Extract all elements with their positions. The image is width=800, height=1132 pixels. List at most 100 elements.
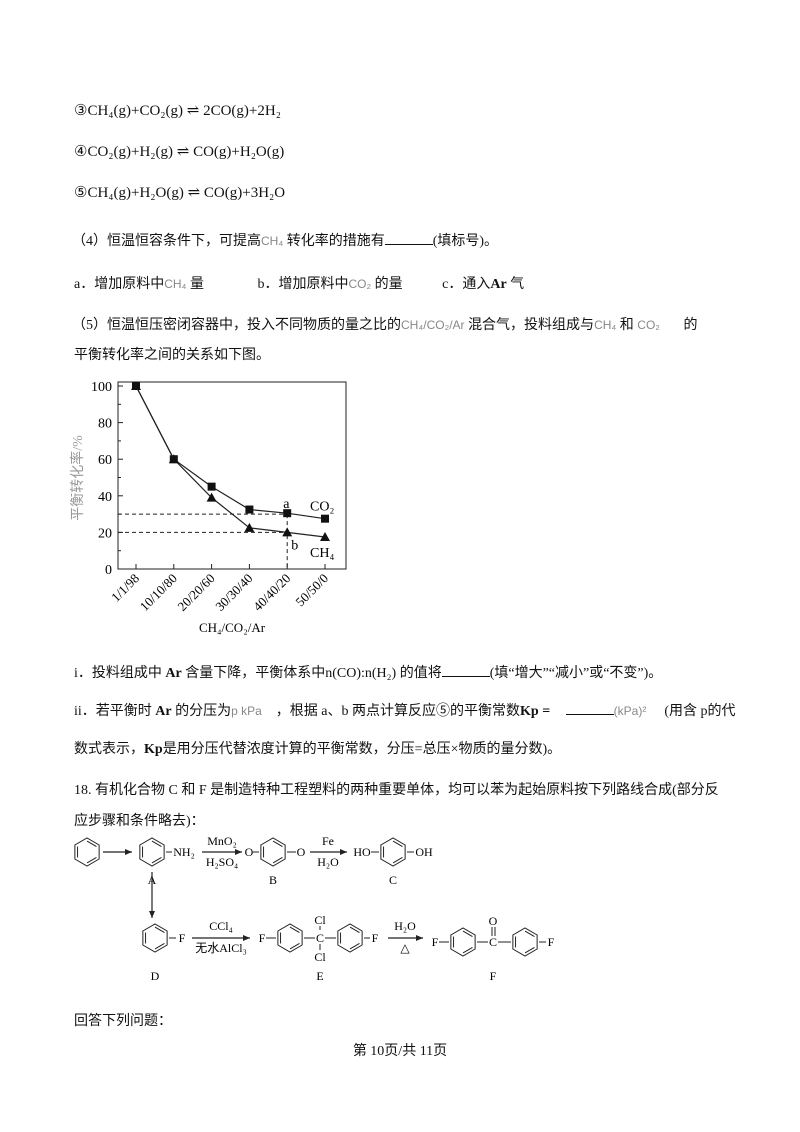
benzene-ring-icon bbox=[337, 923, 363, 953]
arrowhead-icon bbox=[149, 911, 155, 918]
reagent-ccl4: CCl₄ bbox=[209, 919, 233, 933]
arrowhead-icon bbox=[243, 935, 250, 941]
reagent-h2o: H₂O bbox=[394, 919, 416, 933]
y-tick-label: 80 bbox=[98, 417, 112, 432]
text: 气 bbox=[506, 277, 525, 292]
hydroxyl-group: HO bbox=[353, 845, 371, 859]
double-bond bbox=[86, 857, 97, 864]
square-marker bbox=[245, 505, 254, 514]
y-tick-label: 20 bbox=[98, 526, 112, 541]
arrowhead-icon bbox=[125, 849, 132, 855]
kp-symbol: Kp bbox=[144, 742, 163, 757]
reagent-alcl3: 无水AlCl₃ bbox=[195, 941, 247, 955]
text: ，根据 a、b 两点计算反应⑤的平衡常数 bbox=[275, 704, 521, 719]
sub-question-ii: ii．若平衡时 Ar 的分压为p kPa ，根据 a、b 两点计算反应⑤的平衡常数… bbox=[74, 700, 736, 720]
text: 转化率的措施有 bbox=[283, 234, 385, 249]
fluorine-atom: F bbox=[259, 931, 266, 945]
compound-label-c: C bbox=[389, 873, 397, 887]
text: (填标号)。 bbox=[432, 234, 499, 249]
double-bond bbox=[524, 947, 535, 954]
text: 混合气，投料组成与 bbox=[464, 318, 595, 333]
ar-formula: Ar bbox=[165, 666, 182, 681]
text: 含量下降，平衡体系中 bbox=[181, 666, 326, 681]
text: (填“增大”“减小”或“不变”)。 bbox=[489, 666, 663, 681]
y-tick-label: 40 bbox=[98, 490, 112, 505]
kp-symbol: Kp = bbox=[520, 704, 551, 719]
text: 的值将 bbox=[396, 666, 442, 681]
text: 是用分压代替浓度计算的平衡常数，分压=总压×物质的量分数)。 bbox=[162, 742, 562, 757]
y-tick-label: 100 bbox=[91, 380, 112, 395]
series-label: CO₂ bbox=[310, 500, 334, 515]
y-tick-label: 0 bbox=[105, 563, 112, 578]
benzene-ring-icon bbox=[450, 927, 476, 957]
fluorine-atom: F bbox=[432, 935, 439, 949]
option-b: b．增加原料中 bbox=[257, 277, 349, 292]
co2-formula: CO₂ bbox=[637, 318, 660, 332]
answer-prompt: 回答下列问题： bbox=[74, 1014, 172, 1029]
double-bond bbox=[462, 947, 473, 954]
reagent-fe: Fe bbox=[322, 834, 334, 848]
y-axis-label: 平衡转化率/% bbox=[69, 435, 86, 521]
answer-blank[interactable] bbox=[384, 232, 433, 245]
option-a: a．增加原料中 bbox=[74, 277, 165, 292]
double-bond bbox=[349, 943, 360, 950]
question-4-options: a．增加原料中CH₄ 量 b．增加原料中CO₂ 的量 c．通入Ar 气 bbox=[74, 273, 524, 293]
chlorine-atom: Cl bbox=[314, 913, 326, 927]
ch4-formula: CH₄ bbox=[164, 277, 187, 291]
arrowhead-icon bbox=[416, 935, 423, 941]
equation-5: ⑤CH₄(g)+H₂O(g) ⇌ CO(g)+3H₂O bbox=[74, 185, 286, 201]
sub-question-i: i．投料组成中 Ar 含量下降，平衡体系中n(CO):n(H₂) 的值将 (填“增… bbox=[74, 662, 662, 682]
triangle-marker bbox=[282, 527, 293, 537]
text: 和 bbox=[616, 318, 638, 333]
answer-blank[interactable] bbox=[441, 664, 490, 677]
double-bond bbox=[272, 840, 283, 847]
answer-blank[interactable] bbox=[565, 702, 614, 715]
double-bond bbox=[151, 840, 162, 847]
oxygen-atom: O bbox=[245, 845, 254, 859]
ch4-formula: CH₄ bbox=[261, 234, 284, 248]
double-bond bbox=[154, 926, 165, 933]
ratio-formula: n(CO):n(H₂) bbox=[325, 666, 397, 681]
benzene-ring-icon bbox=[142, 923, 168, 953]
option-c: c．通入 bbox=[442, 277, 491, 292]
double-bond bbox=[289, 926, 300, 933]
nh2-group: NH₂ bbox=[173, 845, 195, 859]
pressure-unit: p kPa bbox=[231, 704, 262, 718]
benzene-ring-icon bbox=[139, 837, 165, 867]
ratio-formula: CH₄/CO₂/Ar bbox=[401, 318, 465, 332]
point-label-b: b bbox=[291, 538, 298, 553]
carbon-atom: C bbox=[316, 931, 324, 945]
triangle-marker bbox=[244, 522, 255, 532]
y-tick-label: 60 bbox=[98, 453, 112, 468]
compound-label-b: B bbox=[269, 873, 277, 887]
double-bond bbox=[349, 926, 360, 933]
compound-label-f: F bbox=[490, 969, 497, 983]
text: （4）恒温恒容条件下，可提高 bbox=[72, 234, 261, 249]
synthesis-scheme: NH₂MnO₂H₂SO₄OOFeH₂OHOOHABCFCCl₄无水AlCl₃FC… bbox=[74, 834, 555, 983]
series-label: CH₄ bbox=[310, 546, 334, 561]
triangle-marker bbox=[168, 454, 179, 464]
fluorine-atom: F bbox=[548, 935, 555, 949]
square-marker bbox=[283, 509, 292, 518]
ar-formula: Ar bbox=[155, 704, 172, 719]
double-bond bbox=[272, 857, 283, 864]
arrowhead-icon bbox=[235, 849, 242, 855]
series-line-1 bbox=[135, 385, 326, 538]
question-4: （4）恒温恒容条件下，可提高CH₄ 转化率的措施有 (填标号)。 bbox=[72, 230, 498, 250]
text: (用含 p的代 bbox=[664, 704, 736, 719]
text: ii．若平衡时 bbox=[74, 704, 156, 719]
equation-3: ③CH₄(g)+CO₂(g) ⇌ 2CO(g)+2H₂ bbox=[74, 103, 281, 119]
double-bond bbox=[392, 857, 403, 864]
triangle-marker bbox=[320, 531, 330, 541]
double-bond bbox=[392, 840, 403, 847]
question-5-line2: 平衡转化率之间的关系如下图。 bbox=[74, 348, 270, 363]
chlorine-atom: Cl bbox=[314, 950, 326, 964]
double-bond bbox=[151, 857, 162, 864]
hydroxyl-group: OH bbox=[415, 845, 433, 859]
compound-label-d: D bbox=[151, 969, 160, 983]
double-bond bbox=[524, 930, 535, 937]
question-18: 18. 有机化合物 C 和 F 是制造特种工程塑料的两种重要单体，均可以苯为起始… bbox=[74, 783, 719, 798]
question-5: （5）恒温恒压密闭容器中，投入不同物质的量之比的CH₄/CO₂/Ar 混合气，投… bbox=[72, 314, 697, 334]
carbon-atom: C bbox=[489, 935, 497, 949]
